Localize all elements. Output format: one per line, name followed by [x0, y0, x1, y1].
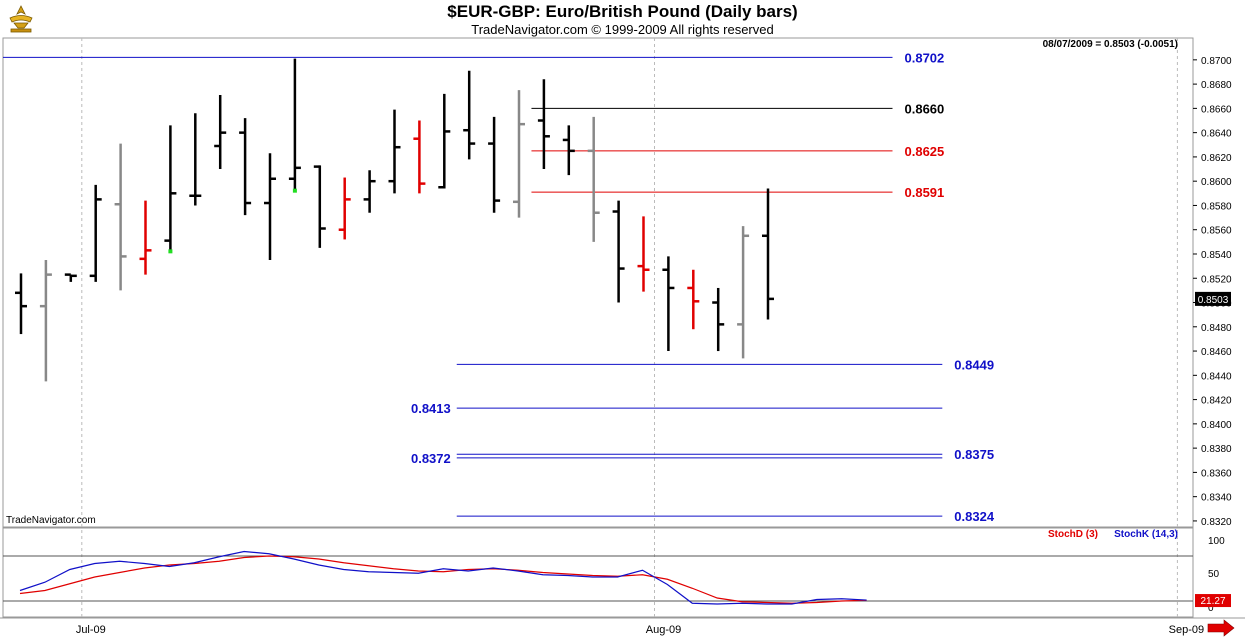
last-price-box: [1195, 291, 1231, 306]
y-tick-label: 0.8540: [1201, 250, 1232, 261]
ohlc-bar: [687, 269, 700, 330]
x-tick-label: Aug-09: [646, 624, 681, 636]
y-tick-label: 0.8380: [1201, 444, 1232, 455]
y-tick-label: 0.8460: [1201, 347, 1232, 358]
ohlc-bar: [637, 216, 650, 292]
ohlc-bar: [712, 287, 725, 352]
ohlc-bar: [388, 109, 401, 194]
y-tick-label: 0.8660: [1201, 104, 1232, 115]
ohlc-bar: [662, 256, 675, 352]
y-tick-label: 0.8520: [1201, 274, 1232, 285]
y-tick-label: 0.8320: [1201, 517, 1232, 528]
ohlc-bar: [164, 125, 177, 254]
grid-layer: [0, 37, 1245, 619]
ohlc-bar: [612, 200, 625, 303]
ohlc-bar: [139, 200, 152, 275]
y-tick-label: 0.8680: [1201, 80, 1232, 91]
level-label: 0.8660: [905, 101, 945, 116]
level-label: 0.8372: [411, 451, 451, 466]
stoch-legend-label: StochD (3): [1048, 529, 1098, 540]
ohlc-bar: [214, 95, 227, 170]
ohlc-bar: [264, 153, 276, 261]
ohlc-bar: [488, 116, 501, 213]
ohlc-bar: [338, 177, 351, 240]
level-label: 0.8625: [905, 144, 945, 159]
ohlc-bar: [15, 273, 27, 335]
ohlc-bar: [313, 165, 326, 248]
bar-signal-marker: [292, 188, 297, 193]
stoch-series-line: [19, 555, 867, 604]
stoch-pane-frame: [2, 527, 1194, 618]
y-tick-label: 0.8700: [1201, 56, 1232, 67]
info-readout: 08/07/2009 = 0.8503 (-0.0051): [1043, 39, 1178, 50]
bar-signal-marker: [168, 249, 173, 254]
x-tick-label: Sep-09: [1169, 624, 1204, 636]
levels-layer: 0.8702 0.8660 0.8625 0.8591 0.8449 0.8413 0.83…: [3, 50, 995, 524]
y-tick-label: 0.8400: [1201, 420, 1232, 431]
ohlc-bar: [189, 113, 202, 206]
stoch-value-label: 21.27: [1200, 596, 1225, 607]
y-tick-label: 0.8340: [1201, 493, 1232, 504]
y-tick-label: 0.8640: [1201, 129, 1232, 140]
ohlc-bar: [737, 226, 750, 359]
watermark-text: TradeNavigator.com: [6, 515, 96, 526]
stoch-y-tick-label: 50: [1208, 569, 1220, 580]
stochastic-layer: 100 50 0 StochD (3) StochK (14,3) 21.27: [3, 529, 1231, 614]
level-label: 0.8375: [954, 447, 994, 462]
level-label: 0.8449: [954, 357, 994, 372]
y-tick-label: 0.8560: [1201, 226, 1232, 237]
x-tick-label: Jul-09: [76, 624, 106, 636]
chart-subtitle: TradeNavigator.com © 1999-2009 All right…: [471, 22, 774, 37]
y-tick-label: 0.8620: [1201, 153, 1232, 164]
level-label: 0.8324: [954, 509, 995, 524]
level-label: 0.8591: [905, 185, 945, 200]
y-tick-label: 0.8440: [1201, 371, 1232, 382]
chart-title: $EUR-GBP: Euro/British Pound (Daily bars…: [447, 2, 798, 21]
ohlc-bar: [463, 70, 476, 160]
ohlc-bar: [537, 79, 550, 170]
ohlc-bar: [39, 260, 52, 382]
ohlc-bar: [363, 170, 376, 213]
ohlc-bar: [562, 125, 575, 176]
y-tick-label: 0.8600: [1201, 177, 1232, 188]
trade-navigator-logo-icon[interactable]: [4, 4, 38, 34]
ohlc-bar: [513, 90, 525, 218]
level-label: 0.8702: [905, 50, 945, 65]
ohlc-bar: [762, 188, 774, 320]
y-tick-label: 0.8420: [1201, 396, 1232, 407]
ohlc-bar: [239, 118, 252, 216]
ohlc-bar: [89, 184, 102, 282]
level-label: 0.8413: [411, 401, 451, 416]
axes-layer: Jul-09 Aug-09 Sep-09 0.8320 0.8340 0.8360 0.83…: [76, 56, 1232, 636]
scroll-right-arrow-icon[interactable]: [1207, 619, 1235, 637]
ohlc-bar: [288, 58, 301, 193]
ohlc-bar: [114, 143, 127, 291]
ohlc-bar: [64, 273, 77, 282]
stoch-series-line: [19, 550, 867, 605]
y-tick-label: 0.8480: [1201, 323, 1232, 334]
last-price-label: 0.8503: [1198, 295, 1229, 306]
price-bars-layer: [15, 58, 774, 382]
y-tick-label: 0.8360: [1201, 468, 1232, 479]
stoch-value-box: [1195, 594, 1231, 608]
stoch-y-tick-label: 100: [1208, 536, 1225, 547]
price-pane-frame: [2, 37, 1194, 528]
ohlc-bar: [413, 120, 426, 194]
y-tick-label: 0.8580: [1201, 201, 1232, 212]
ohlc-bar: [438, 93, 451, 189]
stoch-y-tick-label: 0: [1208, 603, 1214, 614]
stoch-legend-label: StochK (14,3): [1114, 529, 1178, 540]
ohlc-bar: [587, 116, 600, 242]
